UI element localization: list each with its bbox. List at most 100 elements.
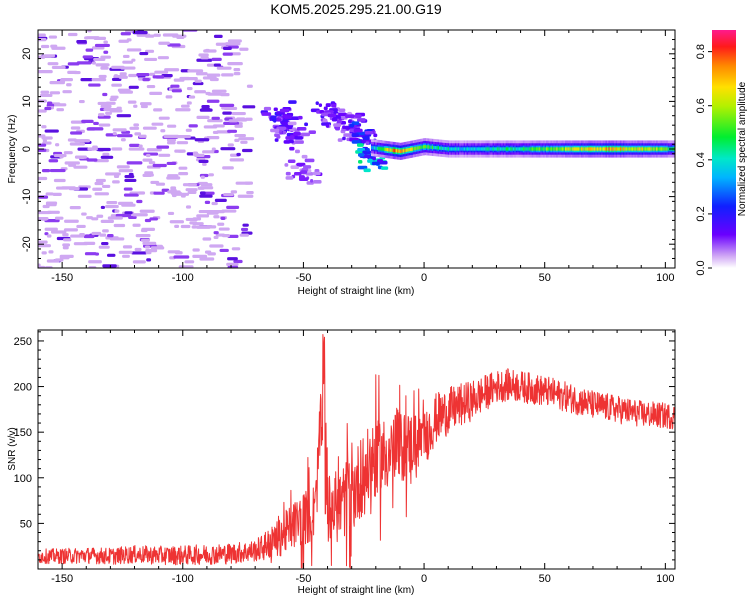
transition-speckle bbox=[290, 165, 300, 170]
echo-band-cell bbox=[495, 147, 498, 151]
noise-speckle bbox=[221, 73, 234, 77]
noise-speckle bbox=[74, 139, 91, 143]
echo-band-cell bbox=[370, 145, 373, 150]
echo-band-cell bbox=[602, 147, 605, 151]
colorbar-ticks: 0.0 0.2 0.4 0.6 0.8 bbox=[695, 44, 712, 276]
noise-speckle bbox=[38, 109, 47, 113]
noise-speckle bbox=[116, 165, 130, 169]
echo-band-cell bbox=[411, 147, 414, 151]
noise-speckle bbox=[54, 216, 64, 220]
echo-band-cell bbox=[444, 147, 447, 151]
echo-band-cell bbox=[647, 147, 650, 151]
echo-band-cell bbox=[528, 147, 531, 151]
transition-speckle bbox=[331, 117, 338, 122]
echo-band-cell bbox=[440, 146, 443, 150]
echo-band-cell bbox=[521, 147, 524, 151]
noise-speckle bbox=[79, 232, 85, 237]
echo-band-cell bbox=[557, 147, 560, 151]
noise-speckle bbox=[78, 99, 85, 104]
y-tick-label: 150 bbox=[14, 427, 32, 439]
noise-speckle bbox=[220, 147, 236, 151]
noise-speckle bbox=[44, 106, 52, 111]
y-tick-label: -10 bbox=[21, 189, 33, 205]
transition-speckle bbox=[327, 113, 337, 118]
noise-speckle bbox=[39, 93, 53, 98]
noise-speckle bbox=[197, 186, 205, 190]
transition-speckle bbox=[276, 135, 281, 139]
noise-speckle bbox=[200, 56, 209, 60]
echo-band-cell bbox=[447, 147, 450, 151]
transition-speckle bbox=[295, 149, 300, 154]
noise-speckle bbox=[186, 86, 193, 91]
noise-speckle bbox=[41, 251, 47, 255]
noise-speckle bbox=[100, 205, 105, 210]
echo-band-cell bbox=[589, 147, 592, 151]
echo-band-cell bbox=[501, 147, 503, 151]
echo-band-cell bbox=[617, 147, 619, 151]
y-tick-label: -20 bbox=[21, 236, 33, 252]
noise-speckle bbox=[41, 169, 51, 173]
noise-speckle bbox=[136, 33, 151, 37]
transition-speckle bbox=[373, 133, 378, 138]
transition-speckle bbox=[283, 115, 292, 119]
noise-speckle bbox=[220, 216, 226, 220]
noise-speckle bbox=[246, 84, 253, 88]
noise-speckle bbox=[185, 188, 198, 192]
noise-speckle bbox=[49, 81, 65, 85]
noise-speckle bbox=[133, 104, 138, 108]
transition-speckle bbox=[342, 136, 346, 141]
echo-band-cell bbox=[505, 147, 508, 151]
noise-speckle bbox=[47, 62, 59, 66]
noise-speckle bbox=[221, 209, 237, 213]
noise-speckle bbox=[46, 234, 52, 238]
noise-speckle bbox=[139, 51, 149, 56]
echo-band-cell bbox=[502, 147, 505, 151]
transition-speckle bbox=[284, 163, 289, 167]
noise-speckle bbox=[238, 137, 255, 141]
noise-speckle bbox=[180, 104, 190, 108]
noise-speckle bbox=[113, 174, 120, 178]
echo-band-cell bbox=[483, 147, 486, 151]
noise-speckle bbox=[195, 225, 211, 229]
echo-band-cell bbox=[424, 145, 427, 149]
noise-speckle bbox=[67, 32, 78, 37]
echo-band-cell bbox=[609, 147, 612, 151]
echo-band-cell bbox=[401, 149, 404, 153]
noise-speckle bbox=[239, 47, 249, 51]
noise-speckle bbox=[194, 79, 202, 83]
noise-speckle bbox=[49, 91, 61, 95]
y-tick-label: 200 bbox=[14, 382, 32, 394]
noise-speckle bbox=[227, 129, 238, 133]
noise-speckle bbox=[38, 33, 46, 37]
noise-speckle bbox=[86, 127, 96, 131]
noise-speckle bbox=[85, 48, 94, 52]
noise-speckle bbox=[123, 187, 133, 191]
noise-speckle bbox=[122, 60, 134, 64]
echo-band-cell bbox=[534, 147, 537, 151]
echo-band-cell bbox=[507, 147, 509, 151]
echo-band-cell bbox=[634, 147, 637, 151]
noise-speckle bbox=[142, 78, 150, 82]
noise-speckle bbox=[111, 77, 122, 82]
noise-speckle bbox=[69, 142, 86, 146]
snr-ticks: -150 -100 -50 0 50 100 50 100 150 200 250 bbox=[14, 330, 675, 585]
noise-speckle bbox=[38, 195, 49, 199]
noise-speckle bbox=[199, 257, 215, 261]
noise-speckle bbox=[134, 132, 142, 136]
transition-speckle bbox=[353, 128, 363, 133]
colorbar-tick-label: 0.4 bbox=[695, 152, 707, 167]
noise-speckle bbox=[132, 223, 141, 227]
noise-speckle bbox=[112, 132, 117, 136]
noise-speckle bbox=[209, 244, 224, 248]
echo-band-cell bbox=[459, 147, 461, 151]
noise-speckle bbox=[99, 233, 107, 237]
noise-speckle bbox=[93, 36, 107, 40]
noise-speckle bbox=[97, 101, 111, 106]
noise-speckle bbox=[180, 224, 191, 229]
noise-speckle bbox=[146, 258, 152, 262]
noise-speckle bbox=[202, 150, 215, 154]
echo-band-cell bbox=[417, 146, 419, 150]
transition-speckle bbox=[318, 103, 323, 107]
transition-speckle bbox=[304, 158, 315, 163]
transition-speckle bbox=[285, 136, 296, 140]
